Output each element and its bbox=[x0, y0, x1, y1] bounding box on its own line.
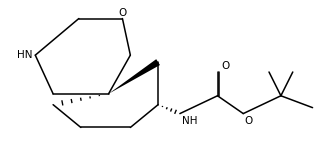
Text: O: O bbox=[118, 7, 127, 18]
Text: NH: NH bbox=[182, 116, 197, 126]
Text: O: O bbox=[221, 61, 230, 71]
Text: O: O bbox=[244, 116, 253, 126]
Text: HN: HN bbox=[17, 50, 32, 60]
Polygon shape bbox=[109, 59, 160, 94]
